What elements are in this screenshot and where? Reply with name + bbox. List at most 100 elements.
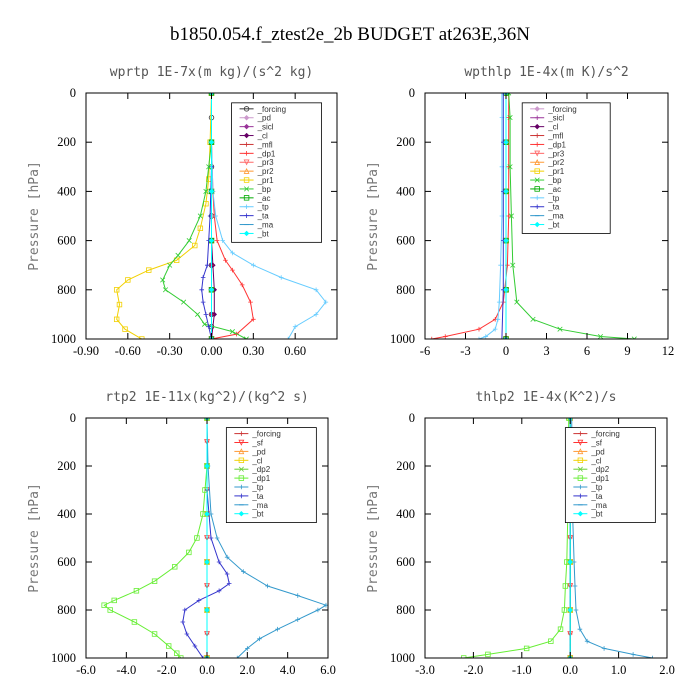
data-point (230, 267, 235, 273)
y-tick-label: 1000 (390, 332, 415, 346)
data-point (107, 607, 113, 613)
legend-entry: _tp (590, 483, 603, 492)
legend-entry: _dp2 (590, 465, 609, 474)
legend-marker (243, 230, 250, 237)
data-point (461, 655, 467, 658)
data-point (203, 200, 209, 207)
data-point (506, 213, 511, 219)
data-point (572, 583, 578, 589)
series-line-dp1 (463, 418, 570, 658)
legend-entry: _ta (257, 212, 270, 221)
legend-entry: _dp1 (257, 149, 276, 158)
data-point (510, 262, 516, 268)
data-point (323, 299, 329, 305)
data-point (442, 334, 448, 339)
legend-entry: _cl (257, 132, 268, 141)
legend-marker (244, 204, 249, 210)
legend-entry: _dp1 (547, 140, 566, 149)
data-point (548, 638, 554, 644)
legend-marker (534, 195, 540, 201)
legend-entry: _bt (257, 229, 270, 238)
x-tick-label: -0.90 (73, 344, 99, 358)
legend-marker (238, 510, 245, 517)
legend-marker (238, 457, 245, 463)
data-point (562, 583, 569, 589)
y-tick-label: 0 (70, 411, 76, 425)
legend-marker (243, 167, 250, 174)
legend-marker (243, 132, 250, 139)
data-point (208, 287, 215, 293)
legend-entry: _pr3 (257, 158, 275, 167)
x-tick-label: -1.0 (512, 663, 532, 677)
legend-entry: _ta (590, 492, 603, 501)
data-point (122, 326, 128, 332)
data-point (251, 317, 256, 322)
x-tick-label: -4.0 (116, 663, 136, 677)
data-point (265, 583, 270, 589)
x-tick-label: 0.60 (284, 344, 306, 358)
data-point (206, 324, 212, 329)
y-tick-label: 200 (57, 459, 76, 473)
data-point (167, 262, 173, 268)
y-tick-label: 800 (57, 283, 76, 297)
y-tick-label: 0 (409, 411, 415, 425)
plot-frame (424, 417, 668, 659)
data-point (214, 238, 220, 243)
series-line-ta (501, 93, 504, 339)
y-axis-label: Pressure [hPa] (366, 483, 381, 593)
chart-panel-2: wpthlp 1E-4x(m K)/s^2 Pressure [hPa] 0 200 4… (366, 65, 674, 358)
legend-marker (243, 123, 250, 130)
legend-marker (577, 466, 583, 472)
legend-entry: _tp (251, 483, 264, 492)
legend-marker (534, 150, 541, 157)
legend-entry: _dp1 (251, 474, 270, 483)
data-point (151, 631, 158, 637)
legend-marker (534, 168, 540, 174)
legend-entry: _dp1 (590, 474, 609, 483)
legend-entry: _pr3 (547, 149, 565, 158)
chart-panel-1: wprtp 1E-7x(m kg)/(s^2 kg) Pressure [hPa]… (27, 65, 338, 358)
data-point (498, 262, 503, 268)
legend-entry: _tp (257, 203, 270, 212)
data-point (203, 312, 209, 317)
legend-entry: _bt (590, 510, 603, 519)
legend-marker (243, 159, 250, 166)
data-point (224, 571, 230, 577)
data-point (630, 652, 636, 657)
legend: _forcing_sf_pd_cl_dp2_dp1_tp_ta_ma_bt (564, 427, 656, 524)
data-point (160, 277, 166, 283)
data-point (165, 643, 172, 649)
data-point (567, 655, 573, 658)
x-tick-label: 4.0 (280, 663, 296, 677)
data-point (204, 607, 210, 613)
legend-marker (534, 115, 540, 121)
data-point (523, 645, 530, 652)
legend-marker (243, 106, 250, 112)
legend-marker (577, 457, 584, 463)
data-point (181, 299, 187, 305)
legend-entry: _ta (547, 203, 560, 212)
data-point (292, 324, 298, 329)
data-point (206, 164, 212, 170)
y-tick-label: 600 (396, 234, 415, 248)
data-point (196, 598, 202, 603)
data-point (295, 593, 301, 598)
data-point (204, 418, 210, 421)
data-point (214, 535, 220, 541)
legend-marker (238, 475, 245, 481)
legend-marker (578, 431, 583, 436)
legend-box (225, 427, 317, 524)
data-point (295, 617, 301, 622)
data-point (503, 139, 509, 145)
legend-marker (238, 466, 244, 472)
data-point (650, 655, 655, 658)
data-point (204, 559, 210, 565)
data-point (200, 275, 206, 280)
panel-title: wpthlp 1E-4x(m K)/s^2 (464, 65, 628, 80)
legend: _forcing_pd_sicl_cl_mfl_dp1_pr3_pr2_pr1_… (231, 102, 322, 243)
legend-marker (577, 510, 584, 517)
legend-marker (244, 213, 249, 218)
data-point (162, 287, 169, 293)
data-point (495, 317, 501, 322)
y-tick-label: 200 (396, 459, 415, 473)
